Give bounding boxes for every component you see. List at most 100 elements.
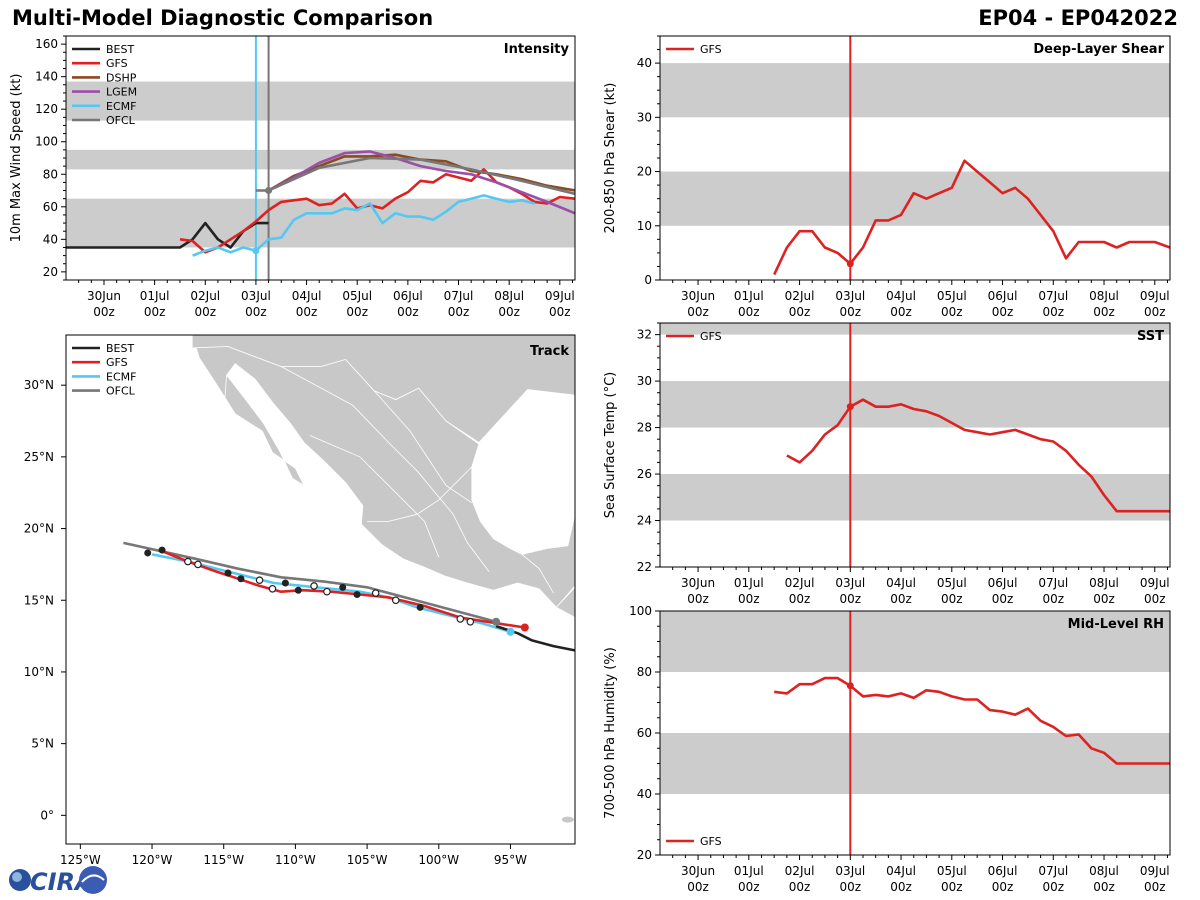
x-tick-hour: 00z: [840, 305, 862, 319]
x-tick-date: 04Jul: [886, 289, 916, 303]
x-tick-hour: 00z: [93, 305, 115, 319]
y-tick-label: 20: [43, 265, 58, 279]
x-tick-date: 30Jun: [681, 289, 715, 303]
x-tick-hour: 00z: [840, 880, 862, 894]
legend-entry: OFCL: [106, 114, 136, 127]
shaded-band: [66, 198, 575, 248]
x-tick-date: 03Jul: [241, 289, 271, 303]
track-end-ecmf: [506, 627, 515, 636]
legend-entry: BEST: [106, 342, 134, 355]
track-point-open: [194, 560, 202, 569]
x-tick-date: 02Jul: [785, 576, 815, 590]
y-tick-label: 160: [35, 37, 58, 51]
lon-tick-label: 95°W: [494, 853, 527, 867]
track-point-open: [310, 582, 318, 590]
track-point-filled: [294, 586, 302, 594]
legend-entry: ECMF: [106, 370, 136, 383]
x-tick-date: 06Jul: [988, 576, 1018, 590]
shaded-band: [660, 381, 1170, 428]
lat-tick-label: 0°: [40, 808, 54, 822]
x-tick-hour: 00z: [448, 305, 470, 319]
x-tick-hour: 00z: [738, 880, 760, 894]
panel-label: SST: [1137, 329, 1164, 344]
panel-track: 125°W 120°W 115°W 110°W 105°W 100°W 95°W 0° 5°N 1…: [24, 334, 576, 867]
x-tick-date: 02Jul: [785, 289, 815, 303]
x-tick-hour: 00z: [397, 305, 419, 319]
x-tick-date: 05Jul: [342, 289, 372, 303]
shaded-band: [660, 171, 1170, 226]
series-gfs: [774, 676, 1170, 765]
x-tick-hour: 00z: [687, 880, 709, 894]
x-tick-date: 30Jun: [681, 576, 715, 590]
shaded-band: [660, 323, 1170, 335]
y-tick-label: 120: [35, 102, 58, 116]
x-tick-date: 08Jul: [1089, 289, 1119, 303]
y-axis-label: 700-500 hPa Humidity (%): [603, 647, 618, 819]
y-tick-label: 26: [637, 467, 652, 481]
x-tick-date: 03Jul: [835, 289, 865, 303]
x-tick-hour: 00z: [890, 880, 912, 894]
satellite-emblem-icon: [79, 866, 107, 894]
y-tick-label: 0: [644, 273, 652, 287]
track-point-open: [323, 587, 331, 596]
x-tick-date: 02Jul: [190, 289, 220, 303]
state-border: [374, 390, 473, 504]
y-tick-label: 32: [637, 328, 652, 342]
x-tick-hour: 00z: [1042, 592, 1064, 606]
panel-shear: 0 10 20 30 40 30Jun 00z 01Jul 00z 02Jul 00z 03Jul 00…: [603, 35, 1171, 319]
series-ofcl: [255, 156, 575, 196]
legend-entry: GFS: [106, 356, 128, 369]
x-tick-hour: 00z: [1144, 305, 1166, 319]
x-tick-date: 04Jul: [292, 289, 322, 303]
x-tick-hour: 00z: [941, 880, 963, 894]
state-border: [309, 435, 440, 558]
x-tick-date: 09Jul: [1140, 576, 1170, 590]
x-tick-date: 07Jul: [444, 289, 474, 303]
track-point-filled: [353, 591, 361, 599]
cira-logo: CIRA: [9, 866, 107, 896]
x-tick-date: 03Jul: [835, 864, 865, 878]
state-border: [223, 375, 227, 414]
y-tick-label: 60: [637, 726, 652, 740]
x-tick-hour: 00z: [941, 592, 963, 606]
x-tick-hour: 00z: [1093, 305, 1115, 319]
track-point-open: [371, 589, 380, 597]
series-ecmf: [192, 194, 535, 257]
x-tick-hour: 00z: [890, 592, 912, 606]
x-tick-date: 07Jul: [1038, 289, 1068, 303]
lon-tick-label: 110°W: [275, 853, 316, 867]
shaded-band: [660, 474, 1170, 521]
x-tick-hour: 00z: [687, 592, 709, 606]
series-gfs: [773, 159, 1170, 276]
state-border: [367, 466, 473, 522]
x-tick-hour: 00z: [1144, 880, 1166, 894]
usa-land: [191, 335, 575, 444]
panel-label: Intensity: [504, 42, 570, 57]
lon-tick-label: 125°W: [60, 853, 101, 867]
x-tick-hour: 00z: [738, 592, 760, 606]
lat-tick-label: 20°N: [24, 522, 54, 536]
x-tick-date: 06Jul: [988, 289, 1018, 303]
panel-sst: 22 24 26 28 30 32 30Jun 00z 01Jul 00z 02Jul 00z 03Ju…: [603, 322, 1171, 606]
lat-tick-label: 5°N: [31, 737, 54, 751]
track-end-gfs: [520, 623, 529, 632]
x-tick-hour: 00z: [789, 305, 811, 319]
track-point-filled: [416, 603, 424, 611]
panel-rh: 20 40 60 80 100 30Jun 00z 01Jul 00z 02Jul 00z 03Jul…: [603, 604, 1171, 894]
point-gfs: [846, 403, 854, 411]
x-tick-date: 01Jul: [140, 289, 170, 303]
x-tick-date: 04Jul: [886, 864, 916, 878]
central-america-land: [555, 586, 575, 618]
legend-entry: DSHP: [106, 71, 137, 84]
point-gfs: [846, 260, 854, 268]
y-tick-label: 30: [637, 110, 652, 124]
track-point-filled: [224, 569, 232, 577]
y-tick-label: 100: [629, 604, 652, 618]
x-tick-date: 06Jul: [393, 289, 423, 303]
x-tick-hour: 00z: [890, 305, 912, 319]
x-tick-date: 01Jul: [734, 289, 764, 303]
x-tick-date: 06Jul: [988, 864, 1018, 878]
x-tick-hour: 00z: [194, 305, 216, 319]
x-tick-hour: 00z: [1144, 592, 1166, 606]
x-tick-hour: 00z: [992, 305, 1014, 319]
